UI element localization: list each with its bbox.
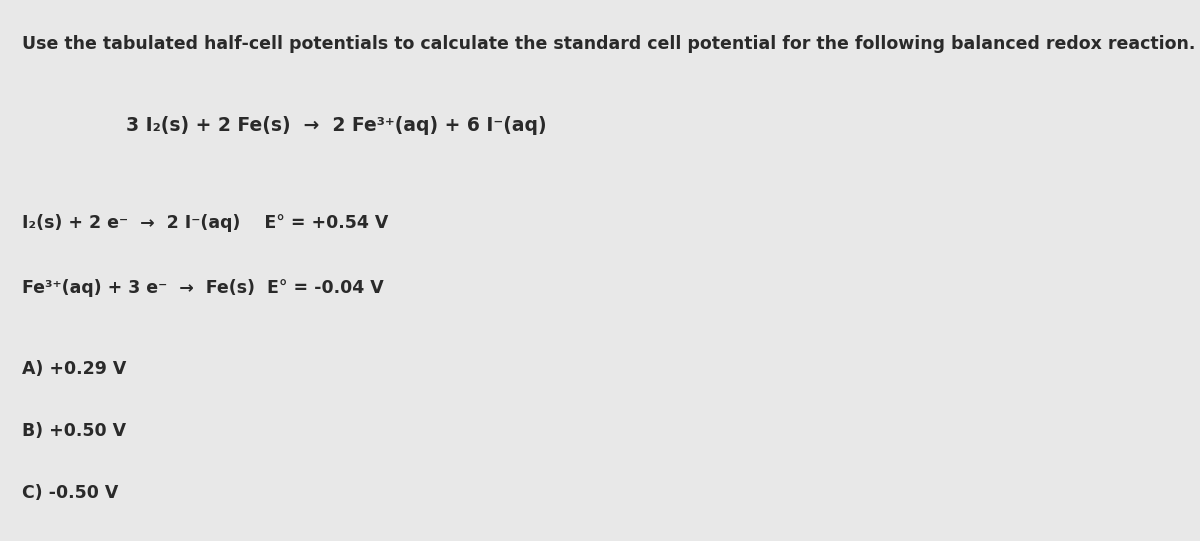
Text: A) +0.29 V: A) +0.29 V	[22, 360, 126, 378]
Text: B) +0.50 V: B) +0.50 V	[22, 422, 126, 440]
Text: C) -0.50 V: C) -0.50 V	[22, 484, 118, 502]
Text: Use the tabulated half-cell potentials to calculate the standard cell potential : Use the tabulated half-cell potentials t…	[22, 35, 1195, 53]
Text: Fe³⁺(aq) + 3 e⁻  →  Fe(s)  E° = -0.04 V: Fe³⁺(aq) + 3 e⁻ → Fe(s) E° = -0.04 V	[22, 279, 383, 296]
Text: I₂(s) + 2 e⁻  →  2 I⁻(aq)    E° = +0.54 V: I₂(s) + 2 e⁻ → 2 I⁻(aq) E° = +0.54 V	[22, 214, 388, 232]
Text: 3 I₂(s) + 2 Fe(s)  →  2 Fe³⁺(aq) + 6 I⁻(aq): 3 I₂(s) + 2 Fe(s) → 2 Fe³⁺(aq) + 6 I⁻(aq…	[126, 116, 547, 135]
